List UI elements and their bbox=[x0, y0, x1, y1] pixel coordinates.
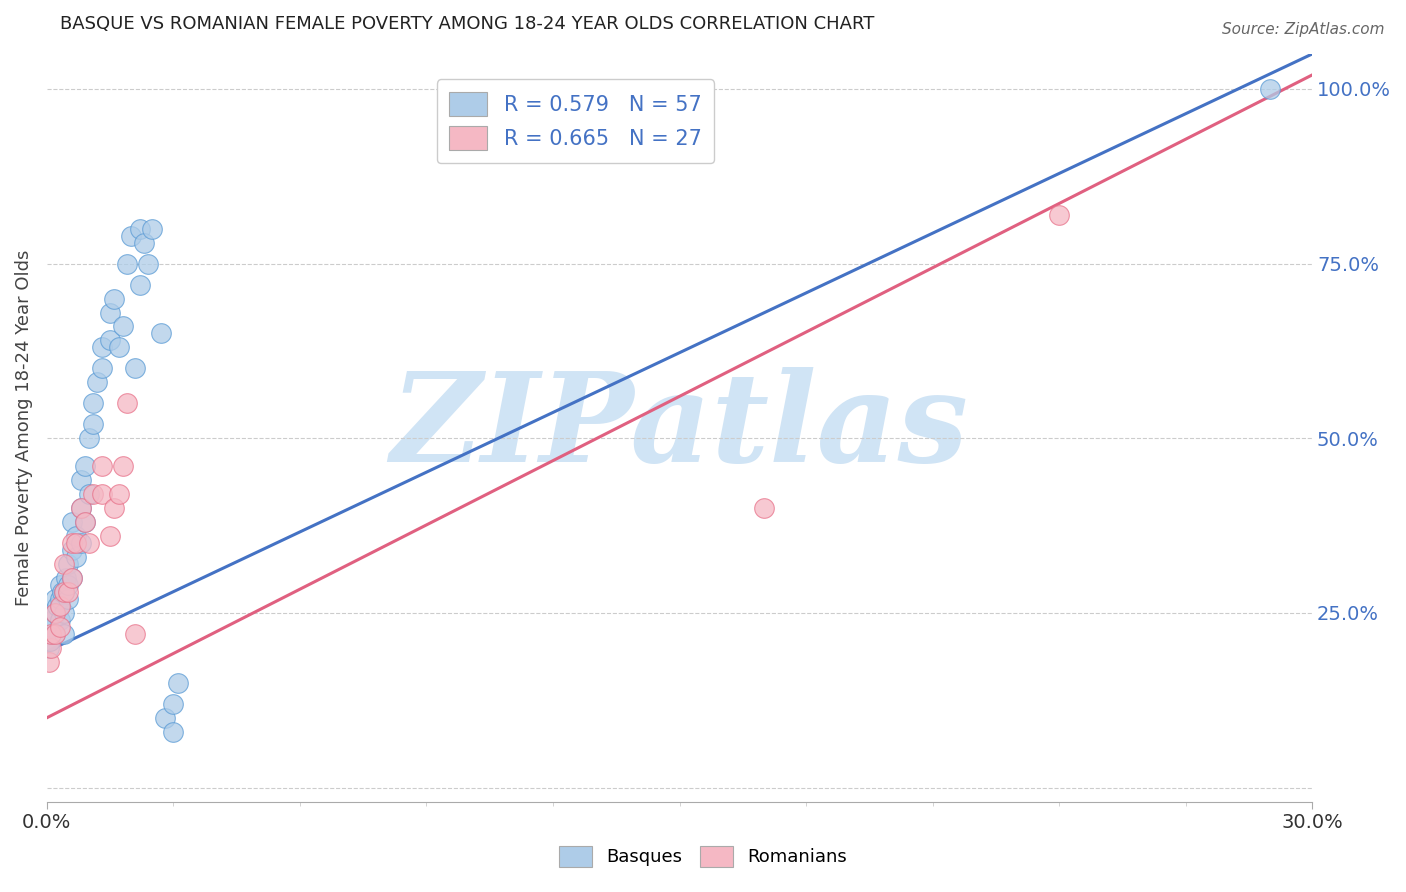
Point bbox=[39, 627, 62, 641]
Point bbox=[98, 334, 121, 348]
Point bbox=[48, 599, 70, 613]
Point bbox=[60, 515, 83, 529]
Point bbox=[56, 578, 79, 592]
Legend: R = 0.579   N = 57, R = 0.665   N = 27: R = 0.579 N = 57, R = 0.665 N = 27 bbox=[437, 79, 714, 163]
Point bbox=[65, 536, 87, 550]
Point bbox=[1258, 82, 1281, 96]
Text: ZIPatlas: ZIPatlas bbox=[391, 367, 969, 489]
Point bbox=[115, 396, 138, 410]
Point bbox=[69, 473, 91, 487]
Point bbox=[44, 606, 66, 620]
Point bbox=[77, 431, 100, 445]
Point bbox=[98, 529, 121, 543]
Point bbox=[44, 627, 66, 641]
Point bbox=[60, 536, 83, 550]
Point bbox=[65, 529, 87, 543]
Point bbox=[60, 543, 83, 558]
Point bbox=[44, 606, 66, 620]
Point bbox=[69, 501, 91, 516]
Point bbox=[52, 557, 75, 571]
Point bbox=[38, 655, 60, 669]
Point bbox=[128, 277, 150, 292]
Point bbox=[77, 536, 100, 550]
Point bbox=[56, 585, 79, 599]
Point bbox=[90, 459, 112, 474]
Point bbox=[166, 675, 188, 690]
Point bbox=[82, 417, 104, 432]
Point bbox=[132, 235, 155, 250]
Point bbox=[107, 341, 129, 355]
Point bbox=[111, 459, 134, 474]
Point bbox=[56, 591, 79, 606]
Point bbox=[73, 515, 96, 529]
Point bbox=[103, 292, 125, 306]
Point bbox=[48, 613, 70, 627]
Point bbox=[46, 599, 69, 613]
Point bbox=[44, 627, 66, 641]
Text: BASQUE VS ROMANIAN FEMALE POVERTY AMONG 18-24 YEAR OLDS CORRELATION CHART: BASQUE VS ROMANIAN FEMALE POVERTY AMONG … bbox=[59, 15, 875, 33]
Point bbox=[1047, 208, 1070, 222]
Point bbox=[136, 257, 159, 271]
Point bbox=[60, 571, 83, 585]
Point bbox=[39, 620, 62, 634]
Text: Source: ZipAtlas.com: Source: ZipAtlas.com bbox=[1222, 22, 1385, 37]
Point bbox=[77, 487, 100, 501]
Point bbox=[149, 326, 172, 341]
Y-axis label: Female Poverty Among 18-24 Year Olds: Female Poverty Among 18-24 Year Olds bbox=[15, 250, 32, 606]
Point bbox=[38, 640, 60, 655]
Point bbox=[111, 319, 134, 334]
Legend: Basques, Romanians: Basques, Romanians bbox=[553, 838, 853, 874]
Point bbox=[141, 221, 163, 235]
Point bbox=[128, 221, 150, 235]
Point bbox=[39, 633, 62, 648]
Point bbox=[52, 585, 75, 599]
Point bbox=[48, 599, 70, 613]
Point bbox=[55, 571, 77, 585]
Point bbox=[90, 487, 112, 501]
Point bbox=[124, 361, 146, 376]
Point bbox=[65, 550, 87, 565]
Point bbox=[90, 341, 112, 355]
Point bbox=[52, 585, 75, 599]
Point bbox=[52, 606, 75, 620]
Point bbox=[82, 487, 104, 501]
Point bbox=[69, 501, 91, 516]
Point bbox=[69, 536, 91, 550]
Point bbox=[73, 459, 96, 474]
Point bbox=[48, 578, 70, 592]
Point bbox=[103, 501, 125, 516]
Point bbox=[90, 361, 112, 376]
Point bbox=[44, 591, 66, 606]
Point bbox=[56, 557, 79, 571]
Point bbox=[124, 627, 146, 641]
Point bbox=[120, 228, 142, 243]
Point bbox=[86, 376, 108, 390]
Point bbox=[39, 640, 62, 655]
Point bbox=[115, 257, 138, 271]
Point bbox=[752, 501, 775, 516]
Point bbox=[52, 627, 75, 641]
Point bbox=[51, 585, 73, 599]
Point bbox=[39, 627, 62, 641]
Point bbox=[60, 571, 83, 585]
Point bbox=[42, 613, 65, 627]
Point bbox=[153, 711, 176, 725]
Point bbox=[48, 620, 70, 634]
Point bbox=[162, 697, 184, 711]
Point bbox=[82, 396, 104, 410]
Point bbox=[107, 487, 129, 501]
Point bbox=[98, 305, 121, 319]
Point bbox=[48, 591, 70, 606]
Point bbox=[162, 724, 184, 739]
Point bbox=[73, 515, 96, 529]
